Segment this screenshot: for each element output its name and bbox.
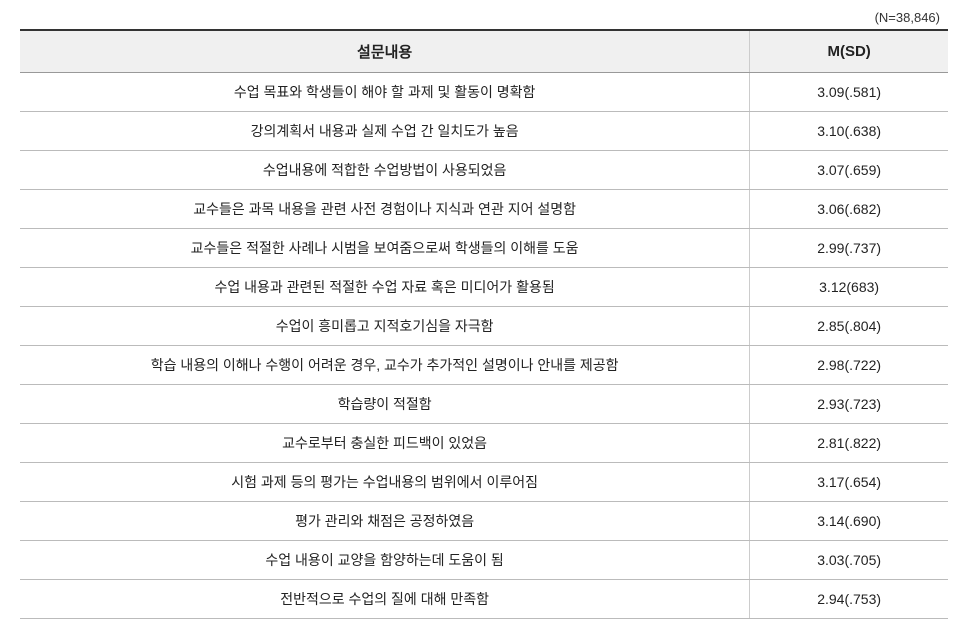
cell-question: 강의계획서 내용과 실제 수업 간 일치도가 높음	[20, 112, 750, 151]
table-row: 시험 과제 등의 평가는 수업내용의 범위에서 이루어짐 3.17(.654)	[20, 463, 948, 502]
cell-value: 3.07(.659)	[750, 151, 948, 190]
cell-value: 2.85(.804)	[750, 307, 948, 346]
table-row: 강의계획서 내용과 실제 수업 간 일치도가 높음 3.10(.638)	[20, 112, 948, 151]
cell-question: 전반적으로 수업의 질에 대해 만족함	[20, 580, 750, 619]
survey-results-table: 설문내용 M(SD) 수업 목표와 학생들이 해야 할 과제 및 활동이 명확함…	[20, 29, 948, 619]
cell-value: 3.10(.638)	[750, 112, 948, 151]
cell-question: 수업이 흥미롭고 지적호기심을 자극함	[20, 307, 750, 346]
cell-question: 수업내용에 적합한 수업방법이 사용되었음	[20, 151, 750, 190]
cell-question: 시험 과제 등의 평가는 수업내용의 범위에서 이루어짐	[20, 463, 750, 502]
cell-value: 3.17(.654)	[750, 463, 948, 502]
table-header-row: 설문내용 M(SD)	[20, 30, 948, 73]
table-row: 수업 목표와 학생들이 해야 할 과제 및 활동이 명확함 3.09(.581)	[20, 73, 948, 112]
sample-size-label: (N=38,846)	[20, 10, 948, 25]
cell-value: 3.14(.690)	[750, 502, 948, 541]
header-value: M(SD)	[750, 30, 948, 73]
cell-question: 수업 목표와 학생들이 해야 할 과제 및 활동이 명확함	[20, 73, 750, 112]
table-row: 수업내용에 적합한 수업방법이 사용되었음 3.07(.659)	[20, 151, 948, 190]
cell-value: 2.98(.722)	[750, 346, 948, 385]
table-row: 교수로부터 충실한 피드백이 있었음 2.81(.822)	[20, 424, 948, 463]
cell-question: 교수들은 과목 내용을 관련 사전 경험이나 지식과 연관 지어 설명함	[20, 190, 750, 229]
cell-value: 3.06(.682)	[750, 190, 948, 229]
cell-question: 교수로부터 충실한 피드백이 있었음	[20, 424, 750, 463]
table-row: 교수들은 적절한 사례나 시범을 보여줌으로써 학생들의 이해를 도움 2.99…	[20, 229, 948, 268]
cell-value: 2.81(.822)	[750, 424, 948, 463]
cell-question: 수업 내용과 관련된 적절한 수업 자료 혹은 미디어가 활용됨	[20, 268, 750, 307]
table-row: 수업 내용과 관련된 적절한 수업 자료 혹은 미디어가 활용됨 3.12(68…	[20, 268, 948, 307]
cell-value: 3.09(.581)	[750, 73, 948, 112]
cell-value: 2.99(.737)	[750, 229, 948, 268]
table-row: 평가 관리와 채점은 공정하였음 3.14(.690)	[20, 502, 948, 541]
cell-value: 2.93(.723)	[750, 385, 948, 424]
table-row: 전반적으로 수업의 질에 대해 만족함 2.94(.753)	[20, 580, 948, 619]
table-body: 수업 목표와 학생들이 해야 할 과제 및 활동이 명확함 3.09(.581)…	[20, 73, 948, 619]
cell-question: 평가 관리와 채점은 공정하였음	[20, 502, 750, 541]
cell-value: 3.12(683)	[750, 268, 948, 307]
table-row: 교수들은 과목 내용을 관련 사전 경험이나 지식과 연관 지어 설명함 3.0…	[20, 190, 948, 229]
table-row: 학습량이 적절함 2.93(.723)	[20, 385, 948, 424]
cell-question: 학습량이 적절함	[20, 385, 750, 424]
table-row: 학습 내용의 이해나 수행이 어려운 경우, 교수가 추가적인 설명이나 안내를…	[20, 346, 948, 385]
table-row: 수업이 흥미롭고 지적호기심을 자극함 2.85(.804)	[20, 307, 948, 346]
cell-value: 2.94(.753)	[750, 580, 948, 619]
cell-question: 학습 내용의 이해나 수행이 어려운 경우, 교수가 추가적인 설명이나 안내를…	[20, 346, 750, 385]
header-question: 설문내용	[20, 30, 750, 73]
cell-question: 교수들은 적절한 사례나 시범을 보여줌으로써 학생들의 이해를 도움	[20, 229, 750, 268]
